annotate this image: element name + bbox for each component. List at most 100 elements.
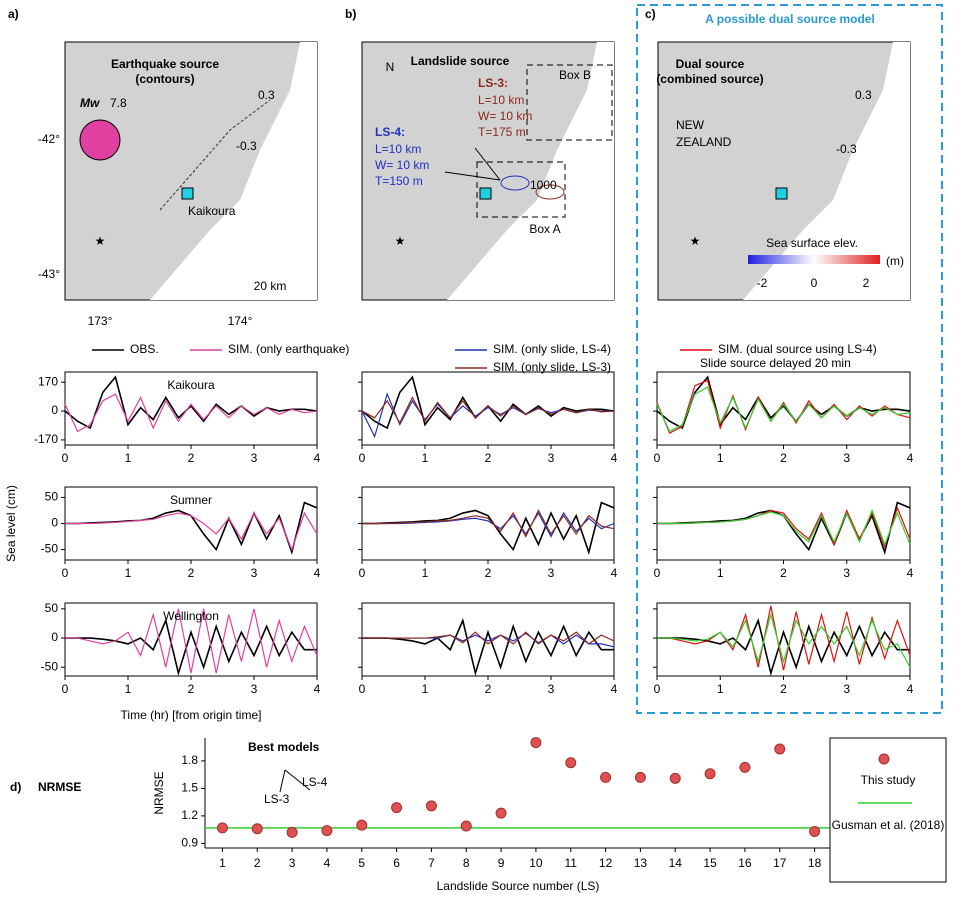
contour-label: -0.3 <box>836 142 857 156</box>
colorbar-unit: (m) <box>886 254 904 268</box>
dual-box <box>636 4 943 714</box>
x-tick-label: 2 <box>188 682 195 696</box>
map-c: ★ c) A possible dual source model Dual s… <box>645 7 911 301</box>
point <box>286 826 298 838</box>
x-tick-label: 4 <box>611 451 618 465</box>
point <box>739 761 751 773</box>
ls3: W= 10 km <box>478 109 532 123</box>
x-tick-label: 3 <box>251 682 258 696</box>
series-line <box>361 375 615 430</box>
x-tick-label: 4 <box>907 451 914 465</box>
y-tick-label: 0 <box>51 403 58 417</box>
legend-label: This study <box>861 773 916 787</box>
box-label: Box B <box>559 68 591 82</box>
annotation: LS-3 <box>264 792 290 806</box>
ls3: LS-3: <box>478 76 508 90</box>
x-tick-label: 16 <box>738 856 752 870</box>
point <box>391 802 403 814</box>
point <box>774 743 786 755</box>
x-tick-label: 15 <box>703 856 717 870</box>
x-tick-label: 11 <box>565 856 578 870</box>
series-line <box>656 386 911 433</box>
series-line <box>65 511 318 552</box>
mw: Mw <box>80 96 100 110</box>
y-tick-label: 0 <box>51 516 58 530</box>
series-line <box>362 632 615 648</box>
y-tick-label: 170 <box>38 374 58 388</box>
ls4: T=150 m <box>375 174 423 188</box>
plot-frame <box>656 371 911 446</box>
map-b: ★ b) N Landslide source LS-3: L=10 km W=… <box>345 7 615 301</box>
x-tick-label: 7 <box>428 856 435 870</box>
series-line <box>64 393 318 433</box>
x-tick-label: 17 <box>773 856 787 870</box>
point <box>425 800 437 812</box>
x-tick-label: 2 <box>188 451 195 465</box>
series-line <box>65 501 318 555</box>
x-tick-label: 2 <box>254 856 261 870</box>
magnitude: 7.8 <box>110 96 127 110</box>
svg-text:★: ★ <box>395 234 406 248</box>
x-tick-label: 1 <box>125 566 132 580</box>
map-title: (combined source) <box>656 72 763 86</box>
x-tick-label: 9 <box>498 856 505 870</box>
ls3: T=175 m <box>478 125 526 139</box>
x-tick-label: 3 <box>548 566 555 580</box>
panel-label: a) <box>8 7 19 21</box>
scale: 20 km <box>254 279 287 293</box>
x-tick-label: 4 <box>611 566 618 580</box>
lon-label: 174° <box>228 314 253 328</box>
legend-marker <box>878 753 890 765</box>
y-tick-label: 1.8 <box>181 753 198 767</box>
x-tick-label: 3 <box>843 451 850 465</box>
x-tick-label: 1 <box>717 682 724 696</box>
box-label: Box A <box>529 222 560 236</box>
x-tick-label: 2 <box>485 682 492 696</box>
x-tick-label: 0 <box>654 566 661 580</box>
x-tick-label: 0 <box>359 566 366 580</box>
contour-label: 1000 <box>530 178 557 192</box>
series-line <box>65 608 318 674</box>
series-line <box>362 631 615 645</box>
x-tick-label: 4 <box>907 682 914 696</box>
x-tick-label: 1 <box>219 856 226 870</box>
x-tick-label: 2 <box>780 566 787 580</box>
x-tick-label: 2 <box>188 566 195 580</box>
series-line <box>657 508 911 547</box>
point <box>251 823 263 835</box>
point <box>669 772 681 784</box>
x-tick-label: 1 <box>125 682 132 696</box>
y-tick-label: -50 <box>41 542 59 556</box>
station-name: Sumner <box>170 493 212 507</box>
series-line <box>657 612 911 668</box>
legend-label: SIM. (only slide, LS-4) <box>493 342 611 356</box>
point <box>565 757 577 769</box>
y-tick-label: 50 <box>45 601 59 615</box>
dual-header: A possible dual source model <box>705 12 875 26</box>
x-tick-label: 4 <box>907 566 914 580</box>
x-tick-label: 3 <box>548 682 555 696</box>
x-tick-label: 3 <box>289 856 296 870</box>
x-tick-label: 13 <box>634 856 648 870</box>
x-tick-label: 10 <box>529 856 543 870</box>
annotation: LS-4 <box>302 775 328 789</box>
y-tick-label: 1.5 <box>181 781 198 795</box>
series-line <box>362 501 615 555</box>
station-name: Wellington <box>163 609 219 623</box>
series-line <box>64 375 318 430</box>
x-tick-label: 0 <box>654 451 661 465</box>
x-tick-label: 2 <box>485 451 492 465</box>
y-tick-label: -50 <box>41 659 59 673</box>
y-axis-title: Sea level (cm) <box>4 485 18 562</box>
x-tick-label: 4 <box>314 451 321 465</box>
x-tick-label: 12 <box>599 856 613 870</box>
ls4: LS-4: <box>375 125 405 139</box>
legend-label: OBS. <box>130 342 159 356</box>
north: N <box>386 60 395 74</box>
x-tick-label: 1 <box>717 566 724 580</box>
contour-label: -0.3 <box>236 139 257 153</box>
svg-text:★: ★ <box>95 234 106 248</box>
point <box>809 826 821 837</box>
series-line <box>657 618 910 677</box>
plot-frame <box>361 371 615 446</box>
